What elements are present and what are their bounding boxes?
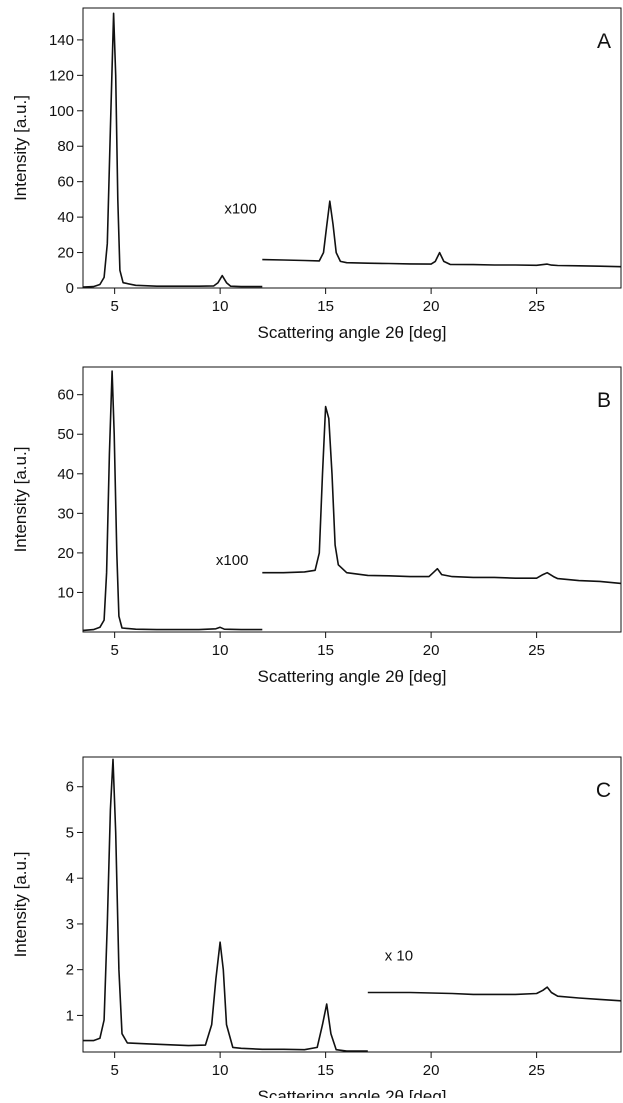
x-tick-label: 25: [528, 642, 545, 659]
y-tick-label: 0: [66, 280, 74, 297]
x-tick-label: 5: [110, 1062, 118, 1079]
y-tick-label: 140: [49, 32, 74, 49]
y-axis-title: Intensity [a.u.]: [11, 852, 30, 958]
x-axis-title: Scattering angle 2θ [deg]: [257, 1087, 446, 1098]
plot-frame: [82, 7, 622, 289]
y-tick-label: 40: [57, 209, 74, 226]
x-tick-label: 15: [317, 298, 334, 315]
y-tick-label: 80: [57, 138, 74, 155]
y-tick-label: 1: [66, 1007, 74, 1024]
x-tick-label: 15: [317, 642, 334, 659]
x-tick-label: 25: [528, 1062, 545, 1079]
panel-a: 5 10 15 20 25 0 20 40 60 80 100 120 140 Scattering an…: [11, 7, 622, 342]
y-tick-label: 60: [57, 174, 74, 191]
x-axis-title: Scattering angle 2θ [deg]: [257, 667, 446, 686]
y-tick-label: 40: [57, 466, 74, 483]
x-tick-label: 10: [212, 642, 229, 659]
y-tick-label: 20: [57, 545, 74, 562]
y-tick-label: 20: [57, 245, 74, 262]
y-axis-title: Intensity [a.u.]: [11, 447, 30, 553]
y-tick-label: 50: [57, 426, 74, 443]
diffraction-trace-2: [262, 200, 622, 268]
y-tick-label: 10: [57, 584, 74, 601]
scale-annotation: x100: [216, 552, 249, 569]
x-tick-label: 15: [317, 1062, 334, 1079]
diffraction-trace-2: [367, 986, 622, 1002]
x-tick-label: 25: [528, 298, 545, 315]
y-tick-label: 60: [57, 387, 74, 404]
scale-annotation: x 10: [385, 948, 413, 965]
x-tick-label: 20: [423, 642, 440, 659]
plot-frame: [82, 756, 622, 1053]
diffraction-trace-1: [83, 758, 368, 1052]
panel-label: C: [596, 779, 611, 802]
y-tick-label: 120: [49, 67, 74, 84]
x-tick-label: 20: [423, 1062, 440, 1079]
x-tick-label: 20: [423, 298, 440, 315]
diffraction-trace-1: [82, 370, 263, 632]
x-tick-label: 10: [212, 1062, 229, 1079]
y-tick-label: 100: [49, 103, 74, 120]
panel-label: A: [597, 30, 611, 53]
plot-frame: [82, 366, 622, 633]
x-tick-label: 5: [110, 642, 118, 659]
x-axis-title: Scattering angle 2θ [deg]: [257, 323, 446, 342]
y-tick-label: 30: [57, 505, 74, 522]
y-tick-label: 4: [66, 870, 74, 887]
x-tick-label: 10: [212, 298, 229, 315]
x-tick-label: 5: [110, 298, 118, 315]
y-tick-label: 2: [66, 962, 74, 979]
y-tick-label: 3: [66, 916, 74, 933]
y-tick-label: 5: [66, 824, 74, 841]
panel-b: 5 10 15 20 25 10 20 30 40 50 60 Scattering angle 2θ…: [11, 366, 622, 686]
diffraction-trace-1: [82, 12, 263, 288]
diffraction-trace-2: [262, 405, 622, 585]
panel-c: 5 10 15 20 25 1 2 3 4 5 6 Scattering angle 2θ [deg]…: [11, 756, 622, 1103]
scale-annotation: x100: [224, 201, 257, 218]
panel-label: B: [597, 389, 611, 412]
y-axis-title: Intensity [a.u.]: [11, 95, 30, 201]
y-tick-label: 6: [66, 779, 74, 796]
